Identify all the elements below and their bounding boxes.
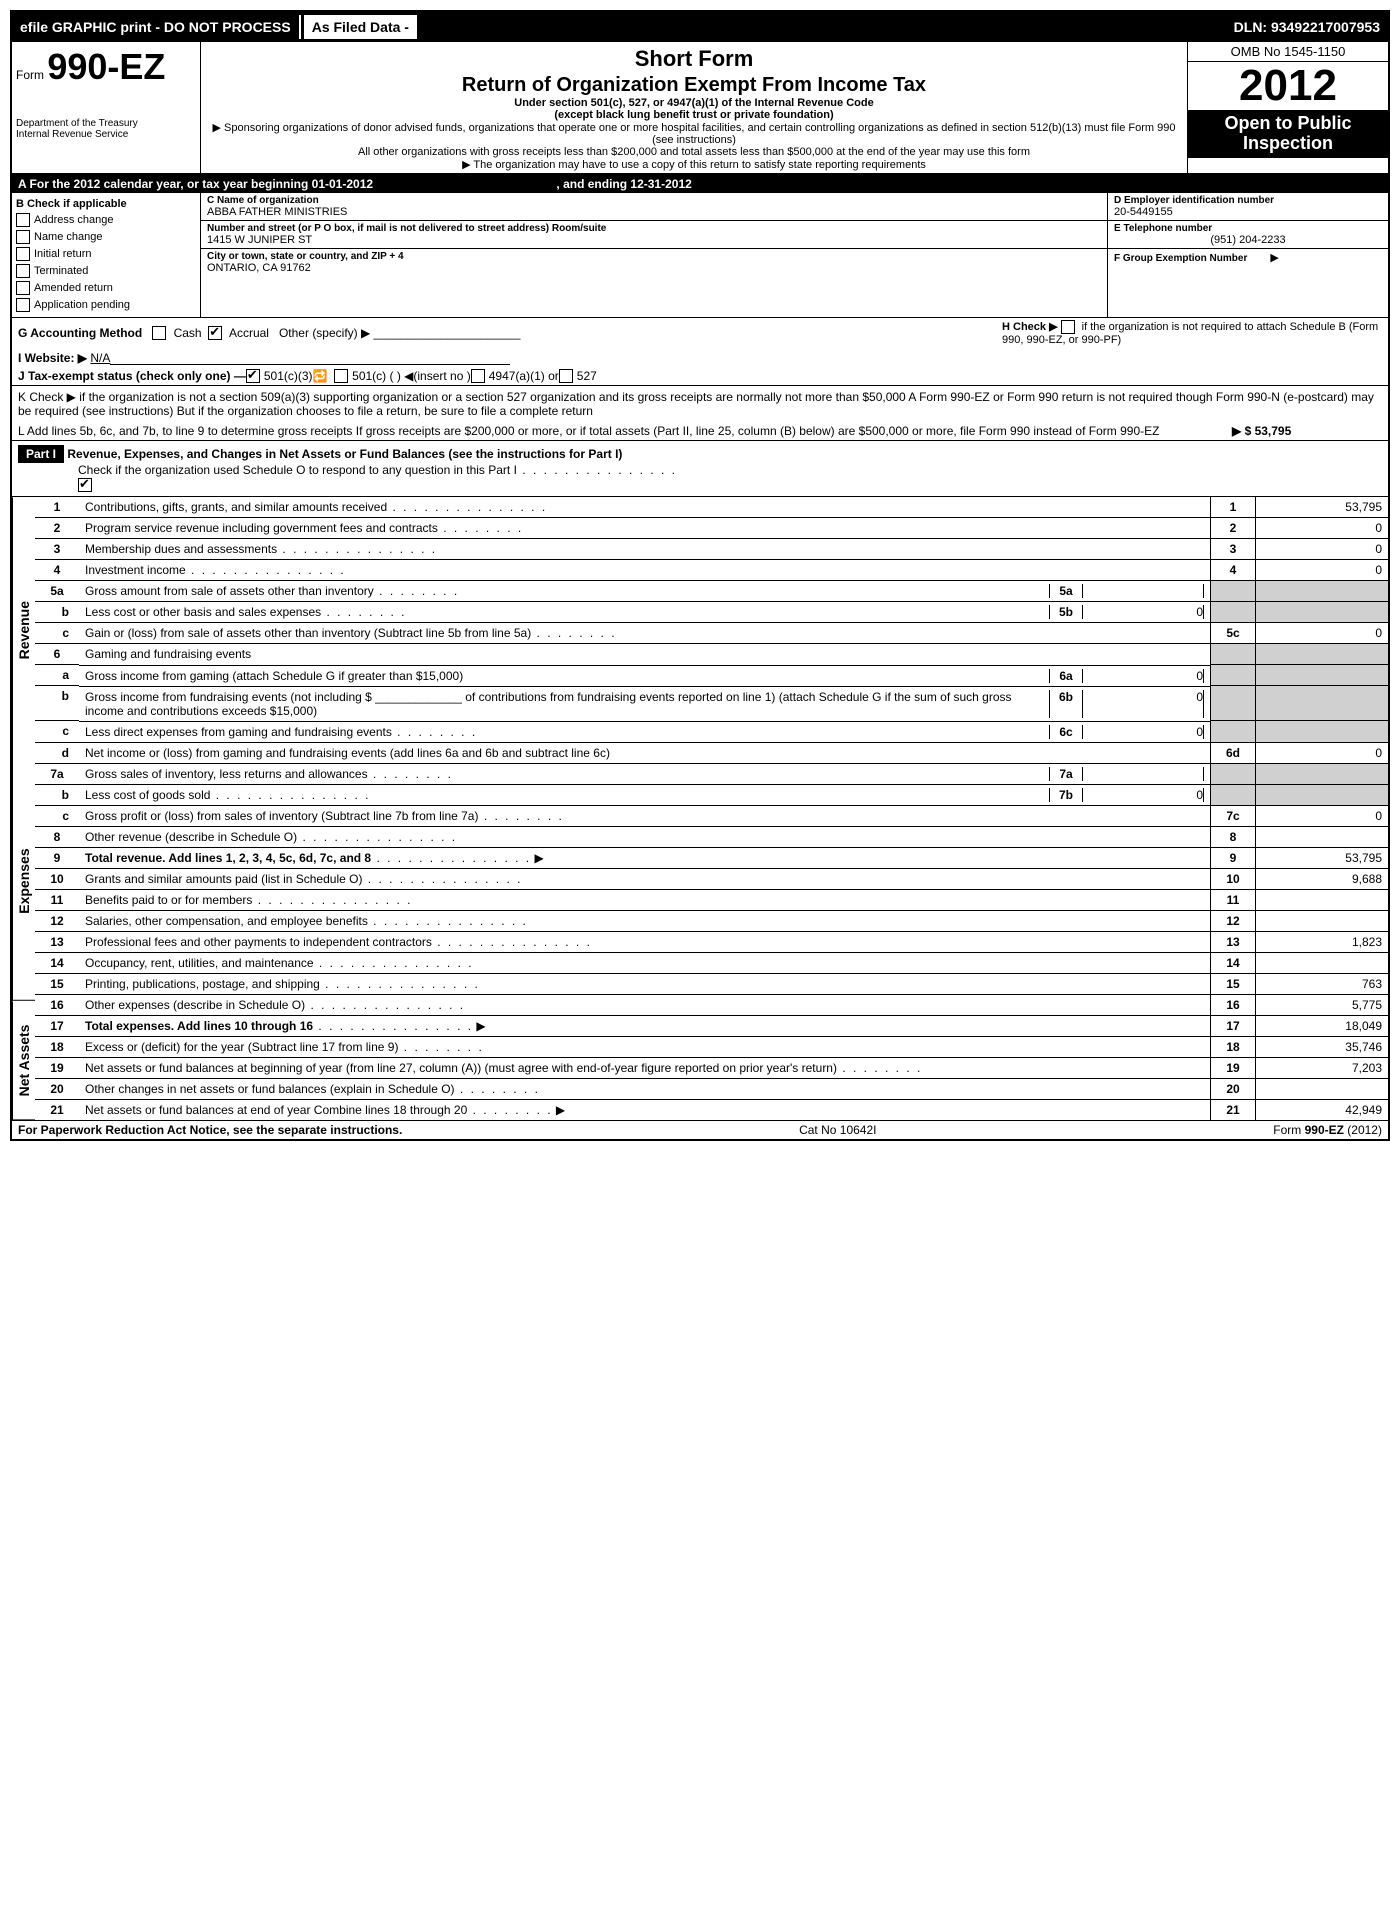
- check-501c[interactable]: [334, 369, 348, 383]
- e-label: E Telephone number: [1114, 223, 1382, 234]
- row-i: I Website: ▶ N/A: [12, 348, 1388, 367]
- omb-number: OMB No 1545-1150: [1188, 42, 1388, 62]
- side-netassets: Net Assets: [12, 1001, 35, 1120]
- tax-year: 2012: [1188, 62, 1388, 110]
- row-k: K Check ▶ if the organization is not a s…: [12, 386, 1388, 422]
- short-form-title: Short Form: [207, 46, 1181, 72]
- ein-value: 20-5449155: [1114, 206, 1382, 218]
- side-expenses: Expenses: [12, 763, 35, 1001]
- c-name-label: C Name of organization: [207, 195, 1101, 206]
- side-revenue: Revenue: [12, 497, 35, 763]
- lines-table: 1Contributions, gifts, grants, and simil…: [35, 497, 1388, 1121]
- irs-label: Internal Revenue Service: [16, 129, 196, 140]
- efile-label: efile GRAPHIC print - DO NOT PROCESS: [12, 15, 301, 39]
- check-accrual[interactable]: [208, 326, 222, 340]
- check-address[interactable]: [16, 213, 30, 227]
- check-cash[interactable]: [152, 326, 166, 340]
- check-h[interactable]: [1061, 320, 1075, 334]
- g-label: G Accounting Method: [18, 326, 142, 340]
- subtitle-4: All other organizations with gross recei…: [207, 146, 1181, 158]
- f-label: F Group Exemption Number: [1114, 253, 1247, 264]
- check-501c3[interactable]: [246, 369, 260, 383]
- row-g: G Accounting Method Cash Accrual Other (…: [12, 318, 1388, 348]
- website-value: N/A: [90, 351, 110, 365]
- top-bar: efile GRAPHIC print - DO NOT PROCESS As …: [12, 12, 1388, 42]
- c-city-label: City or town, state or country, and ZIP …: [207, 251, 1101, 262]
- subtitle-2: (except black lung benefit trust or priv…: [207, 109, 1181, 121]
- l-text: L Add lines 5b, 6c, and 7b, to line 9 to…: [18, 424, 1232, 438]
- subtitle-5: ▶ The organization may have to use a cop…: [207, 158, 1181, 171]
- footer: For Paperwork Reduction Act Notice, see …: [12, 1120, 1388, 1139]
- footer-mid: Cat No 10642I: [799, 1123, 876, 1137]
- subtitle-1: Under section 501(c), 527, or 4947(a)(1)…: [207, 97, 1181, 109]
- row-l: L Add lines 5b, 6c, and 7b, to line 9 to…: [12, 422, 1388, 441]
- box-def: D Employer identification number 20-5449…: [1107, 193, 1388, 317]
- title-cell: Short Form Return of Organization Exempt…: [201, 42, 1188, 173]
- part-1-header-row: Part I Revenue, Expenses, and Changes in…: [12, 441, 1388, 497]
- check-527[interactable]: [559, 369, 573, 383]
- box-c: C Name of organization ABBA FATHER MINIS…: [201, 193, 1107, 317]
- part-1-title: Revenue, Expenses, and Changes in Net As…: [67, 447, 622, 461]
- org-name: ABBA FATHER MINISTRIES: [207, 206, 1101, 218]
- j-label: J Tax-exempt status (check only one) —: [18, 369, 246, 383]
- form-prefix: Form: [16, 68, 44, 82]
- org-city: ONTARIO, CA 91762: [207, 262, 1101, 274]
- check-initial[interactable]: [16, 247, 30, 261]
- check-amended[interactable]: [16, 281, 30, 295]
- check-4947[interactable]: [471, 369, 485, 383]
- l-value: ▶ $ 53,795: [1232, 424, 1382, 438]
- row-j: J Tax-exempt status (check only one) — 5…: [12, 367, 1388, 386]
- check-terminated[interactable]: [16, 264, 30, 278]
- row-h: H Check ▶ if the organization is not req…: [1002, 320, 1382, 346]
- f-arrow: ▶: [1270, 252, 1278, 264]
- section-bcdef: B Check if applicable Address change Nam…: [12, 193, 1388, 318]
- phone-value: (951) 204-2233: [1114, 234, 1382, 246]
- org-street: 1415 W JUNIPER ST: [207, 234, 1101, 246]
- main-title: Return of Organization Exempt From Incom…: [207, 74, 1181, 97]
- box-b: B Check if applicable Address change Nam…: [12, 193, 201, 317]
- check-name[interactable]: [16, 230, 30, 244]
- as-filed-label: As Filed Data -: [303, 14, 418, 40]
- row-a: A For the 2012 calendar year, or tax yea…: [12, 175, 1388, 193]
- d-label: D Employer identification number: [1114, 195, 1382, 206]
- open-to-public: Open to Public Inspection: [1188, 110, 1388, 158]
- row-a-ending: , and ending 12-31-2012: [556, 177, 691, 191]
- part-1-sub: Check if the organization used Schedule …: [78, 463, 517, 477]
- footer-right: Form 990-EZ (2012): [1273, 1123, 1382, 1137]
- c-street-label: Number and street (or P O box, if mail i…: [207, 223, 1101, 234]
- box-b-title: B Check if applicable: [16, 198, 196, 210]
- form-header: Form 990-EZ Department of the Treasury I…: [12, 42, 1388, 175]
- check-pending[interactable]: [16, 298, 30, 312]
- form-990ez: efile GRAPHIC print - DO NOT PROCESS As …: [10, 10, 1390, 1141]
- right-header-box: OMB No 1545-1150 2012 Open to Public Ins…: [1188, 42, 1388, 173]
- part-1-label: Part I: [18, 445, 64, 463]
- form-id-cell: Form 990-EZ Department of the Treasury I…: [12, 42, 201, 173]
- form-number: 990-EZ: [47, 46, 165, 87]
- check-schedule-o[interactable]: [78, 478, 92, 492]
- i-label: I Website: ▶: [18, 351, 87, 365]
- footer-left: For Paperwork Reduction Act Notice, see …: [18, 1123, 402, 1137]
- row-a-text: A For the 2012 calendar year, or tax yea…: [18, 177, 373, 191]
- part-1-body: Revenue Expenses Net Assets 1Contributio…: [12, 497, 1388, 1121]
- dept-label: Department of the Treasury: [16, 118, 196, 129]
- dln-label: DLN: 93492217007953: [1226, 15, 1388, 39]
- subtitle-3: ▶ Sponsoring organizations of donor advi…: [207, 121, 1181, 146]
